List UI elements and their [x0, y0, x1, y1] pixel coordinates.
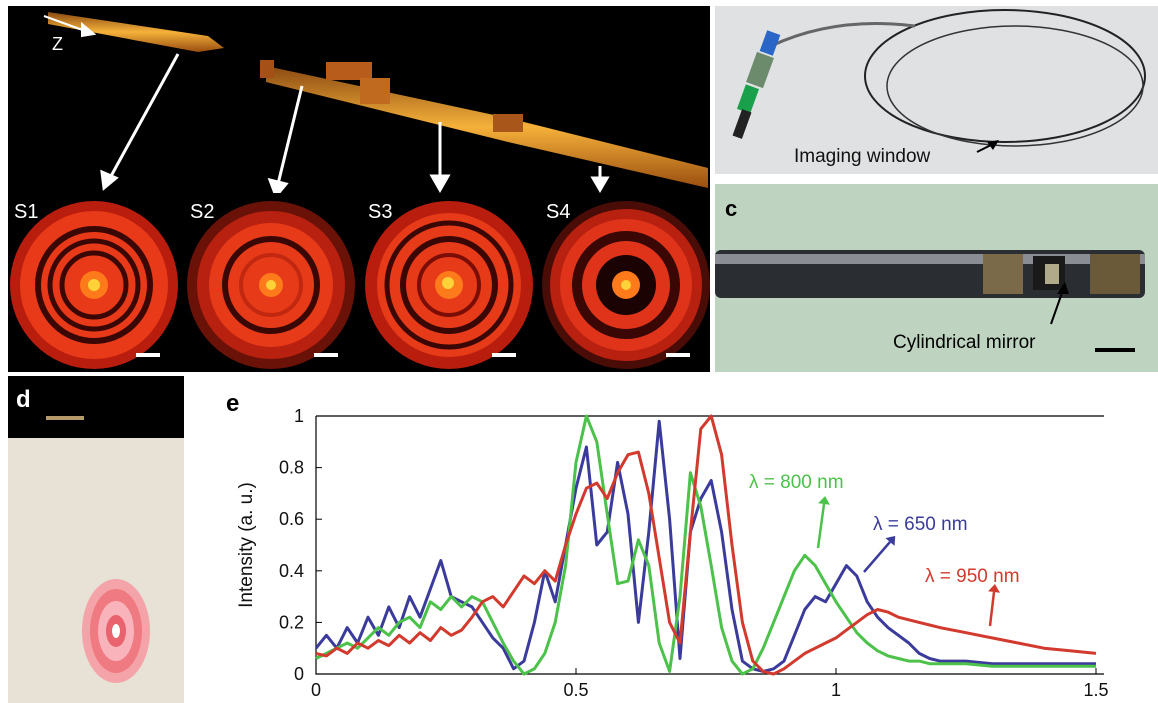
panel-e: e 0 0.2 0.4 0.6 0.8 1 0 0.5 1 1.5 Intensity (a. u.…	[186, 376, 1158, 703]
panel-label-d: d	[16, 386, 31, 413]
panel-label-c: c	[725, 196, 738, 221]
series-annotation-label: λ = 650 nm	[873, 514, 968, 535]
imaging-window-annotation: Imaging window	[794, 146, 931, 167]
fiber-rendering-left	[48, 12, 224, 52]
y-axis-label: Intensity (a. u.)	[236, 482, 257, 608]
series-annotation-label: λ = 950 nm	[925, 566, 1020, 587]
subpanel-s4: S4	[540, 193, 710, 372]
y-tick-label: 1	[294, 406, 304, 426]
x-tick-label: 1.5	[1083, 680, 1108, 700]
series-annotation-arrow	[988, 591, 996, 627]
panel-b: Imaging window	[715, 6, 1158, 174]
panel-label-e: e	[226, 390, 240, 417]
series-annotation-arrow	[816, 503, 826, 549]
series-line-1	[315, 414, 1096, 676]
y-tick-label: 0.4	[279, 561, 304, 581]
x-tick-label: 0.5	[563, 680, 588, 700]
fiber-rendering-main	[260, 60, 708, 188]
series-annotation-arrowhead	[885, 535, 896, 546]
oct-volume-rendering: Z	[43, 12, 708, 199]
panel-d-header-band	[8, 376, 184, 438]
y-tick-label: 0.2	[279, 612, 304, 632]
fiber-connector	[732, 30, 781, 139]
series-line-2	[315, 414, 1097, 676]
z-axis-arrow	[43, 15, 97, 38]
x-tick-label: 0	[311, 680, 321, 700]
series-annotation-arrow	[863, 541, 891, 573]
panel-a: Z S1	[8, 6, 710, 372]
pointer-arrows	[100, 53, 610, 199]
y-tick-label: 0.8	[279, 458, 304, 478]
series-annotation-arrowhead	[988, 584, 1000, 593]
subpanel-label: S4	[546, 201, 571, 223]
probe-tip-photo	[715, 184, 1158, 372]
intensity-chart: 0 0.2 0.4 0.6 0.8 1 0 0.5 1 1.5 Intensity (a. u.) λ…	[236, 406, 1109, 700]
series-annotation-arrowhead	[818, 496, 830, 505]
panel-c: c Cylindrical mirror	[715, 184, 1158, 372]
panel-d-scale-mark	[46, 416, 84, 420]
x-tick-label: 1	[831, 680, 841, 700]
y-tick-label: 0	[294, 664, 304, 684]
y-tick-label: 0.6	[279, 509, 304, 529]
subpanel-s3: S3	[362, 193, 536, 372]
subpanel-label: S3	[368, 201, 393, 223]
z-axis-label: Z	[52, 34, 63, 54]
subpanel-label: S1	[14, 201, 39, 223]
panel-d: d	[8, 376, 184, 703]
subpanel-s2: S2	[184, 193, 358, 372]
subpanel-s1: S1	[8, 193, 180, 372]
subpanel-label: S2	[190, 201, 215, 223]
series-line-0	[314, 419, 1096, 673]
series-annotation-label: λ = 800 nm	[749, 472, 844, 493]
laser-spot	[82, 579, 150, 683]
probe-photo	[715, 6, 1158, 174]
cylindrical-mirror-annotation: Cylindrical mirror	[893, 332, 1036, 353]
